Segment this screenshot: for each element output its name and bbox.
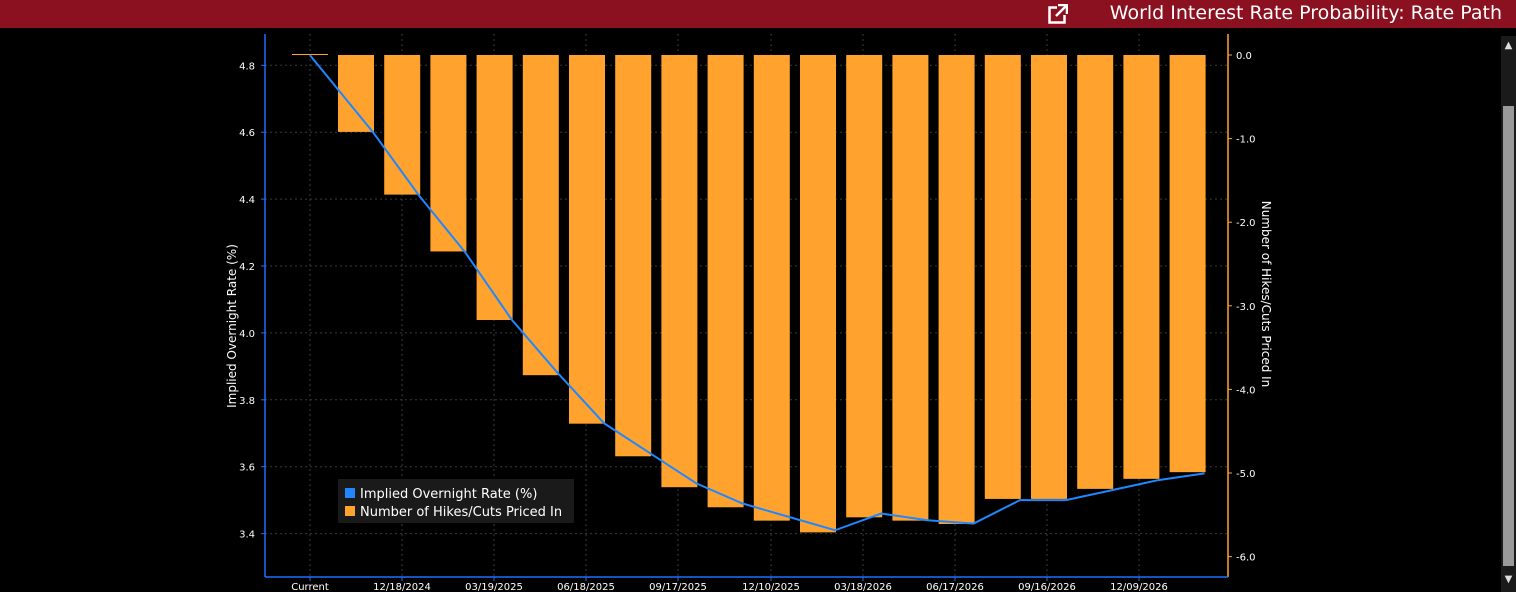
legend: Implied Overnight Rate (%) Number of Hik…: [338, 479, 574, 523]
x-tick-label: 03/18/2026: [834, 582, 892, 592]
bar: [1123, 55, 1160, 479]
left-tick-label: 4.6: [239, 128, 255, 139]
left-tick-label: 4.4: [239, 195, 255, 206]
bar: [707, 55, 744, 508]
window-title: World Interest Rate Probability: Rate Pa…: [1109, 2, 1502, 24]
right-tick-label: -6.0: [1236, 553, 1256, 564]
legend-swatch-hikes-cuts: [345, 506, 355, 516]
title-bar: World Interest Rate Probability: Rate Pa…: [0, 0, 1516, 28]
x-tick-label: 09/17/2025: [649, 582, 707, 592]
x-tick-label: 06/17/2026: [926, 582, 984, 592]
x-tick-label: 12/09/2026: [1110, 582, 1168, 592]
scroll-thumb[interactable]: [1503, 106, 1514, 566]
legend-label-hikes-cuts: Number of Hikes/Cuts Priced In: [360, 505, 562, 520]
right-axis-title: Number of Hikes/Cuts Priced In: [1259, 201, 1273, 388]
scroll-down-icon[interactable]: ▼: [1504, 574, 1513, 585]
bar: [892, 55, 929, 521]
bar-series: [292, 54, 1206, 533]
left-axis-title: Implied Overnight Rate (%): [225, 244, 239, 408]
bar: [984, 55, 1021, 499]
bar: [661, 55, 698, 488]
left-tick-label: 4.2: [239, 262, 255, 273]
x-tick-label: 03/19/2025: [465, 582, 523, 592]
x-tick-label: 12/10/2025: [742, 582, 800, 592]
right-tick-label: -5.0: [1236, 469, 1256, 480]
legend-swatch-rate: [345, 488, 355, 498]
left-tick-label: 4.8: [239, 61, 255, 72]
right-tick-label: -1.0: [1236, 135, 1256, 146]
left-tick-label: 4.0: [239, 329, 255, 340]
bar: [1077, 55, 1114, 489]
left-tick-label: 3.8: [239, 396, 255, 407]
x-tick-label: 09/16/2026: [1018, 582, 1076, 592]
bar: [846, 55, 883, 518]
bar: [522, 55, 559, 376]
left-tick-label: 3.6: [239, 463, 255, 474]
bar: [430, 55, 467, 252]
line-series: [309, 54, 1205, 532]
tick-labels: 3.4 3.6 3.8 4.0 4.2 4.4 4.6 4.8 0.0 -1.0 -2.0 -3.0 -…: [239, 51, 1255, 592]
bar: [338, 55, 374, 132]
bar: [569, 55, 605, 424]
popout-icon[interactable]: [1048, 4, 1068, 24]
legend-label-rate: Implied Overnight Rate (%): [360, 487, 537, 502]
rate-line: [309, 54, 1205, 532]
bar: [753, 55, 790, 521]
bar: [1031, 55, 1067, 499]
bar: [615, 55, 652, 457]
x-tick-label: 12/18/2024: [373, 582, 431, 592]
right-tick-label: -4.0: [1236, 385, 1256, 396]
vertical-scrollbar[interactable]: ▲ ▼: [1501, 36, 1516, 592]
bar: [1169, 55, 1206, 473]
right-tick-label: -3.0: [1236, 302, 1256, 313]
x-tick-label: 06/18/2025: [557, 582, 615, 592]
right-tick-label: 0.0: [1236, 51, 1252, 62]
rate-path-chart: 3.4 3.6 3.8 4.0 4.2 4.4 4.6 4.8 0.0 -1.0 -2.0 -3.0 -…: [225, 34, 1273, 592]
legend-box: [338, 479, 574, 523]
left-tick-label: 3.4: [239, 530, 255, 541]
bar: [476, 55, 513, 321]
scroll-up-icon[interactable]: ▲: [1504, 40, 1513, 51]
x-tick-label: Current: [291, 582, 329, 592]
bar: [800, 55, 836, 533]
bar: [938, 55, 975, 524]
right-tick-label: -2.0: [1236, 218, 1256, 229]
